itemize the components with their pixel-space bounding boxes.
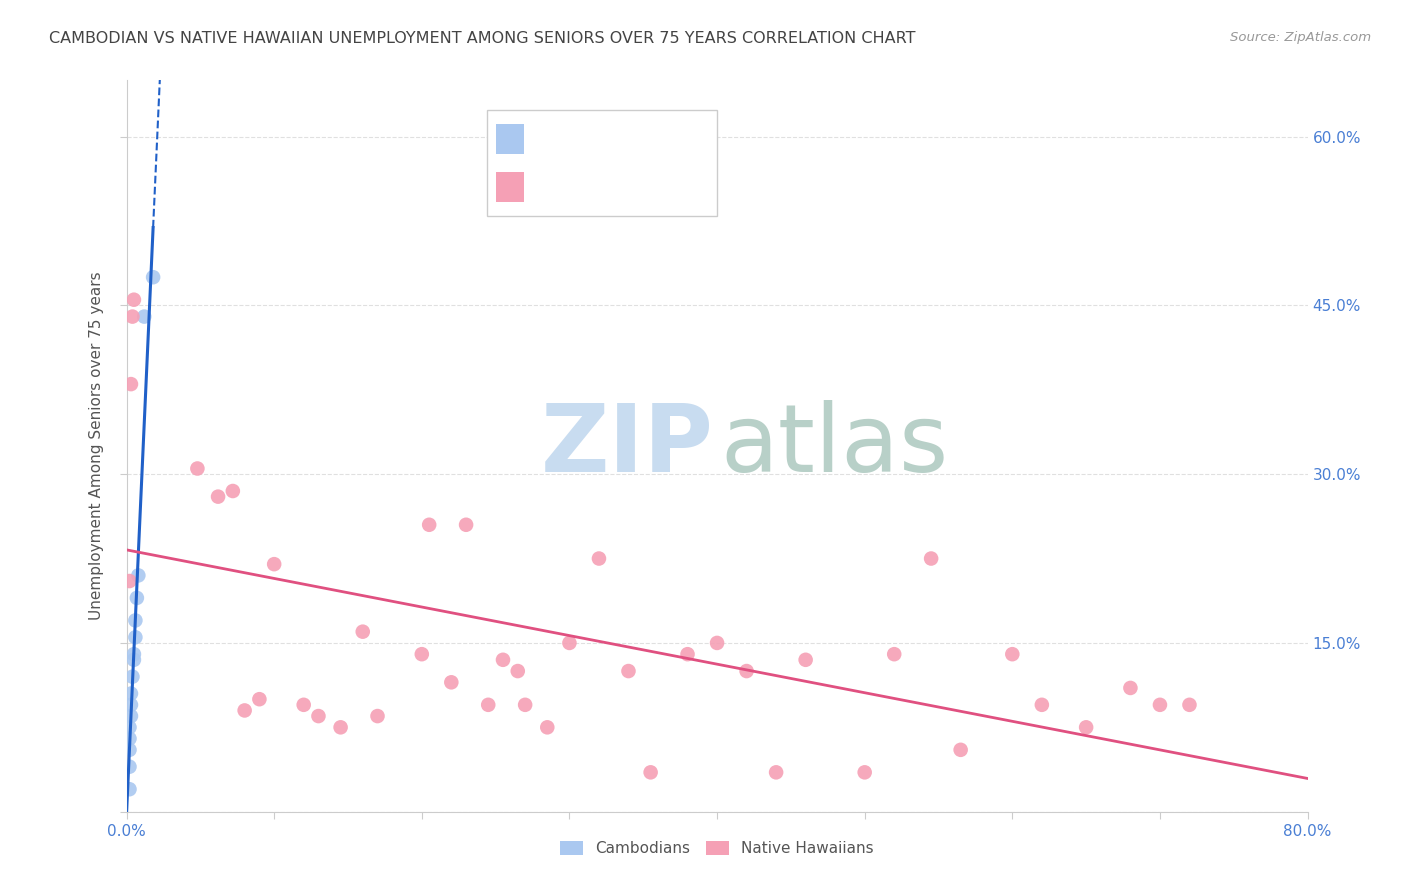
Point xyxy=(440,675,463,690)
Legend: Cambodians, Native Hawaiians: Cambodians, Native Hawaiians xyxy=(554,835,880,863)
Point xyxy=(249,692,271,706)
Point xyxy=(676,647,699,661)
Text: Source: ZipAtlas.com: Source: ZipAtlas.com xyxy=(1230,31,1371,45)
Point xyxy=(367,709,389,723)
Point xyxy=(1119,681,1142,695)
Point xyxy=(263,557,285,571)
Point xyxy=(233,703,256,717)
Text: ZIP: ZIP xyxy=(541,400,713,492)
Point xyxy=(352,624,374,639)
Point xyxy=(308,709,330,723)
Text: CAMBODIAN VS NATIVE HAWAIIAN UNEMPLOYMENT AMONG SENIORS OVER 75 YEARS CORRELATIO: CAMBODIAN VS NATIVE HAWAIIAN UNEMPLOYMEN… xyxy=(49,31,915,46)
Point xyxy=(640,765,662,780)
Point xyxy=(118,731,141,746)
Point xyxy=(1031,698,1053,712)
Point xyxy=(124,614,146,628)
Point xyxy=(883,647,905,661)
Point xyxy=(515,698,537,712)
Text: atlas: atlas xyxy=(721,400,949,492)
Point xyxy=(207,490,229,504)
Point xyxy=(118,782,141,797)
Point xyxy=(134,310,156,324)
Point xyxy=(142,270,165,285)
Point xyxy=(125,591,148,605)
Point xyxy=(118,574,141,588)
Point xyxy=(127,568,149,582)
Point xyxy=(120,709,142,723)
Point xyxy=(118,743,141,757)
Point xyxy=(536,720,558,734)
Point xyxy=(418,517,440,532)
Point xyxy=(1076,720,1098,734)
Point xyxy=(735,664,758,678)
Point xyxy=(329,720,352,734)
Point xyxy=(121,670,143,684)
Point xyxy=(853,765,876,780)
Point xyxy=(794,653,817,667)
Point xyxy=(588,551,610,566)
Point xyxy=(118,760,141,774)
Point xyxy=(120,687,142,701)
Point xyxy=(411,647,433,661)
Point xyxy=(506,664,529,678)
Point xyxy=(1001,647,1024,661)
Point xyxy=(558,636,581,650)
Point xyxy=(120,698,142,712)
Point xyxy=(292,698,315,712)
Point xyxy=(477,698,499,712)
Point xyxy=(1149,698,1171,712)
Point xyxy=(492,653,515,667)
Point xyxy=(617,664,640,678)
Point xyxy=(118,720,141,734)
Point xyxy=(124,630,146,644)
Y-axis label: Unemployment Among Seniors over 75 years: Unemployment Among Seniors over 75 years xyxy=(89,272,104,620)
Point xyxy=(222,483,245,498)
Point xyxy=(949,743,972,757)
Point xyxy=(122,293,145,307)
Point xyxy=(920,551,942,566)
Point xyxy=(122,653,145,667)
Point xyxy=(456,517,478,532)
Point xyxy=(1178,698,1201,712)
Point xyxy=(706,636,728,650)
Point xyxy=(121,310,143,324)
Point xyxy=(122,647,145,661)
Point xyxy=(186,461,208,475)
Point xyxy=(765,765,787,780)
Point xyxy=(120,377,142,392)
